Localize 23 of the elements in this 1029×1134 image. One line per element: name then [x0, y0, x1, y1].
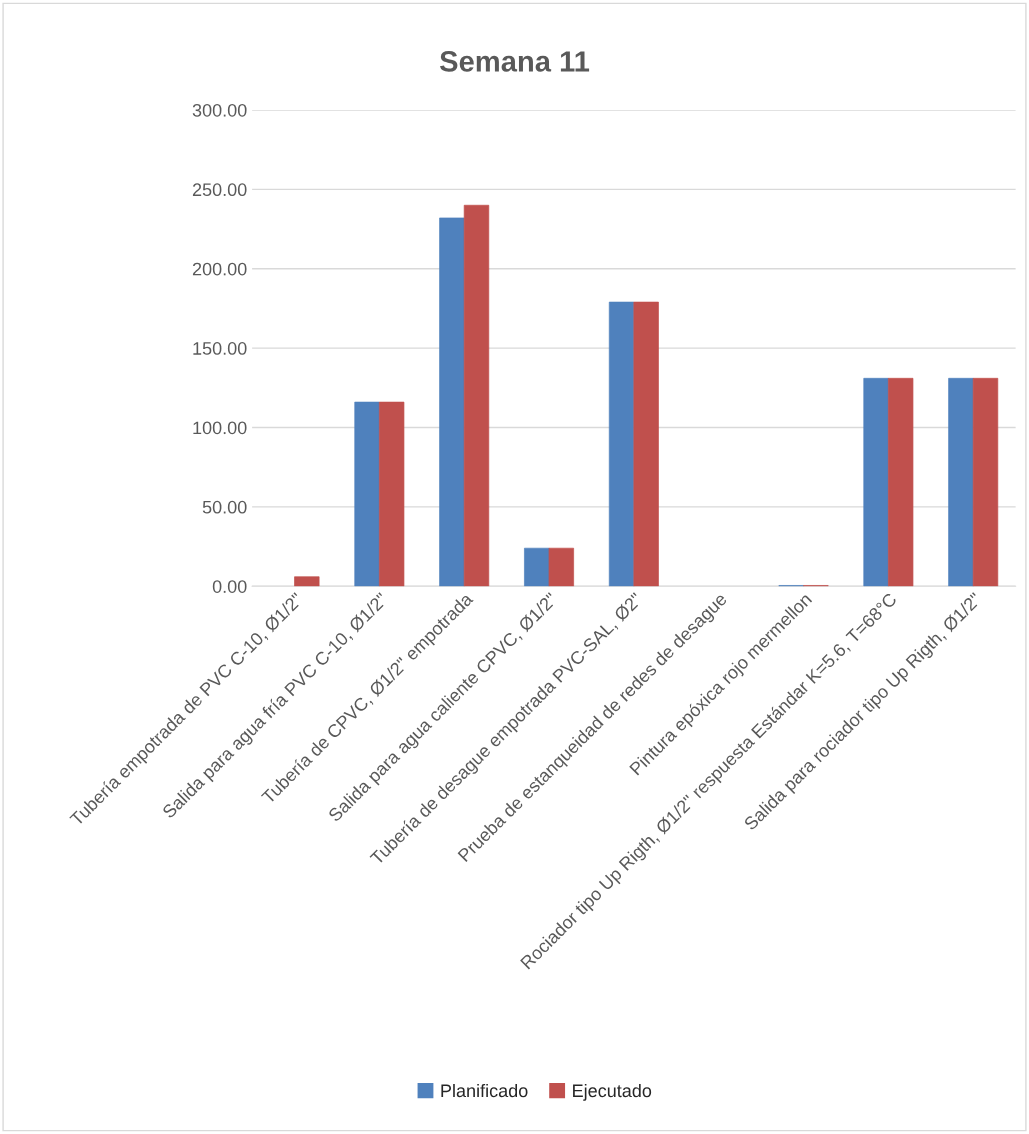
bar	[294, 576, 320, 587]
y-tick-label: 150.00	[193, 342, 247, 355]
y-tick-label: 50.00	[202, 500, 247, 514]
bar	[972, 377, 999, 587]
y-tick-label: 200.00	[192, 262, 247, 276]
bar	[439, 217, 465, 587]
bar	[633, 301, 659, 587]
bar	[863, 377, 889, 587]
y-tick-label: 100.00	[193, 421, 247, 435]
y-tick-label: 0.00	[212, 580, 247, 593]
bar	[548, 547, 574, 587]
bar	[524, 547, 550, 587]
bar	[888, 377, 914, 587]
y-tick-label: 250.00	[192, 183, 247, 197]
legend-label: Ejecutado	[573, 1083, 652, 1101]
bar	[948, 377, 974, 587]
bar	[463, 204, 490, 587]
bar	[354, 401, 380, 587]
legend-label: Planificado	[441, 1083, 528, 1098]
bar	[608, 301, 635, 587]
chart-title: Semana 11	[439, 51, 590, 72]
bar	[379, 401, 405, 587]
y-tick-label: 300.00	[192, 103, 247, 117]
